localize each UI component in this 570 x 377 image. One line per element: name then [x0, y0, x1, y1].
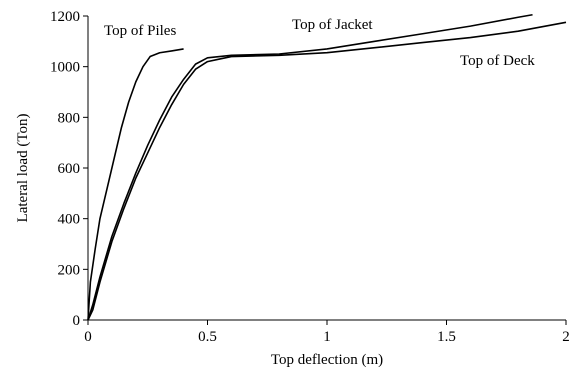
y-tick-label: 0: [73, 313, 81, 329]
x-tick-label: 1: [323, 329, 331, 345]
y-tick-label: 800: [58, 110, 81, 126]
x-tick-label: 0: [84, 329, 92, 345]
x-ticks: 0 0.5 1 1.5 2: [84, 320, 570, 345]
series-label-top-of-jacket: Top of Jacket: [292, 17, 373, 33]
series-labels: Top of Piles Top of Jacket Top of Deck: [104, 17, 535, 69]
series-lines: [87, 13, 567, 321]
y-tick-label: 200: [58, 262, 81, 278]
series-line-top-of-deck: [87, 21, 567, 321]
y-tick-label: 600: [58, 161, 81, 177]
series-line-top-of-jacket: [87, 13, 533, 321]
x-tick-label: 0.5: [198, 329, 217, 345]
series-label-top-of-piles: Top of Piles: [104, 23, 176, 39]
series-line-top-of-piles: [87, 48, 184, 321]
x-tick-label: 1.5: [437, 329, 456, 345]
y-axis-title: Lateral load (Ton): [15, 114, 31, 223]
x-tick-label: 2: [562, 329, 570, 345]
x-axis-title: Top deflection (m): [271, 352, 383, 368]
y-tick-label: 1000: [50, 60, 80, 76]
series-label-top-of-deck: Top of Deck: [460, 53, 535, 69]
y-ticks: 0 200 400 600 800 1000 1200: [50, 9, 88, 329]
y-tick-label: 400: [58, 212, 81, 228]
y-tick-label: 1200: [50, 9, 80, 25]
